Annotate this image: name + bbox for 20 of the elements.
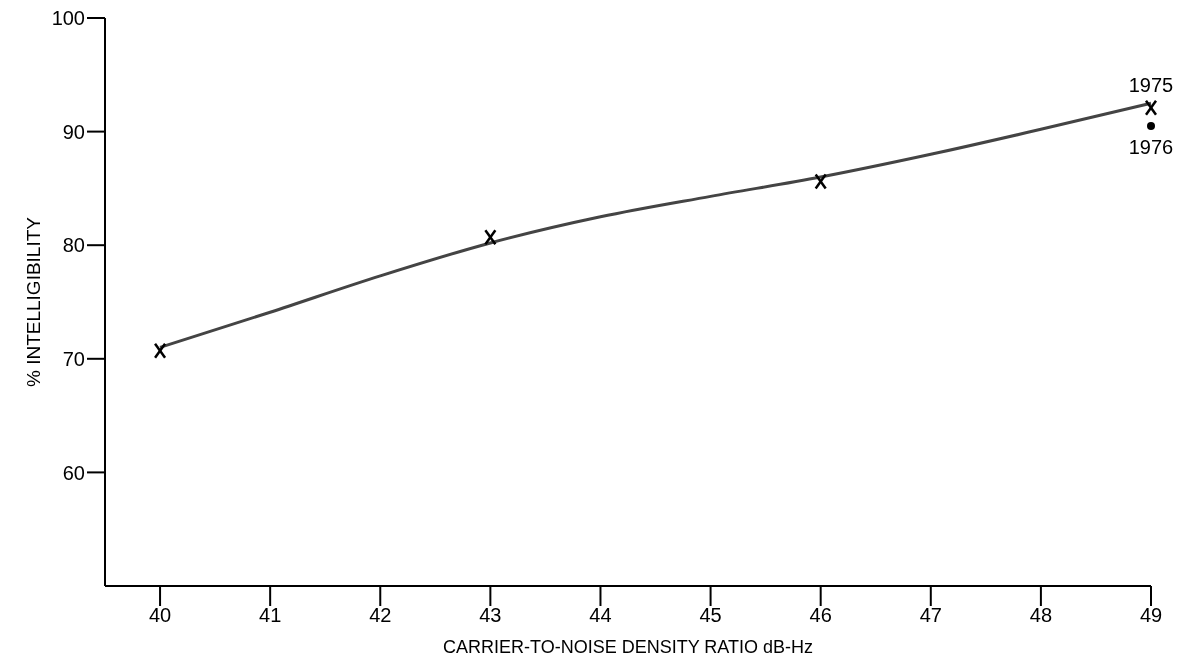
x-tick-label: 48 — [1029, 604, 1053, 627]
x-tick-label: 47 — [919, 604, 942, 627]
x-tick-label: 46 — [809, 604, 832, 627]
y-tick-label: 70 — [62, 347, 85, 370]
series-label: 1975 — [1128, 73, 1174, 96]
x-tick-label: 44 — [589, 604, 612, 627]
x-tick-label: 43 — [479, 604, 502, 627]
x-tick-label: 45 — [699, 604, 722, 627]
y-tick-label: 80 — [62, 234, 85, 257]
x-tick-label: 49 — [1139, 604, 1163, 627]
x-axis-title: CARRIER-TO-NOISE DENSITY RATIO dB-Hz — [442, 637, 814, 657]
y-axis-title: % INTELLIGIBILITY — [22, 216, 44, 387]
x-tick-label: 41 — [259, 604, 282, 627]
point — [1147, 121, 1155, 130]
y-tick-label: 100 — [51, 7, 85, 30]
series-label: 1976 — [1128, 135, 1174, 158]
x-tick-label: 40 — [148, 604, 172, 627]
y-tick-label: 90 — [62, 120, 85, 143]
x-tick-label: 42 — [369, 604, 392, 627]
y-tick-label: 60 — [62, 461, 85, 484]
